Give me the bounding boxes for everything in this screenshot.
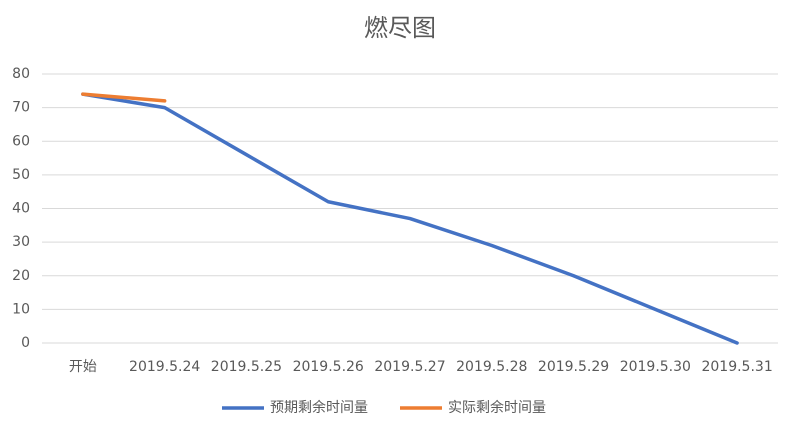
x-tick-label: 2019.5.27 (374, 359, 445, 375)
y-tick-label: 20 (12, 268, 30, 284)
x-tick-label: 开始 (69, 359, 97, 375)
x-tick-label: 2019.5.30 (620, 359, 691, 375)
chart-title: 燃尽图 (364, 14, 436, 42)
series-line (81, 92, 739, 345)
y-tick-label: 40 (12, 201, 30, 217)
y-tick-label: 70 (12, 100, 30, 116)
y-tick-label: 30 (12, 234, 30, 250)
x-tick-label: 2019.5.24 (129, 359, 200, 375)
y-tick-label: 0 (21, 335, 30, 351)
x-tick-label: 2019.5.26 (293, 359, 364, 375)
x-tick-label: 2019.5.28 (456, 359, 527, 375)
x-tick-label: 2019.5.25 (211, 359, 282, 375)
y-tick-label: 60 (12, 133, 30, 149)
x-tick-label: 2019.5.31 (701, 359, 772, 375)
y-tick-label: 50 (12, 167, 30, 183)
legend-label: 预期剩余时间量 (270, 399, 368, 416)
series-line (81, 92, 167, 103)
legend-label: 实际剩余时间量 (448, 399, 546, 416)
y-tick-label: 80 (12, 66, 30, 82)
x-tick-label: 2019.5.29 (538, 359, 609, 375)
y-tick-label: 10 (12, 301, 30, 317)
